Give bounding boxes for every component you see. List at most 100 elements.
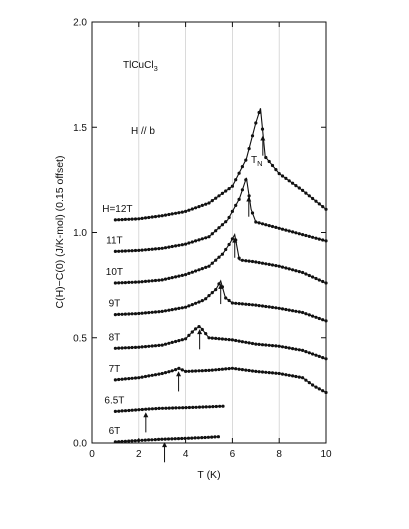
- data-point: [123, 217, 127, 221]
- transition-arrowhead: [197, 329, 203, 335]
- data-point: [153, 344, 158, 348]
- data-point: [150, 310, 154, 314]
- data-point: [150, 247, 154, 251]
- series-7t: 7T: [109, 364, 328, 395]
- data-point: [207, 201, 211, 205]
- data-point: [267, 371, 271, 375]
- data-point: [244, 259, 248, 263]
- data-point: [287, 267, 291, 271]
- transition-arrowhead: [246, 196, 252, 202]
- data-point: [217, 337, 221, 341]
- data-point: [204, 265, 208, 269]
- series-9t: 9T: [109, 279, 328, 323]
- data-point: [157, 310, 161, 314]
- data-point: [206, 435, 210, 439]
- data-point: [270, 224, 275, 229]
- data-point: [137, 217, 141, 221]
- data-point: [167, 212, 171, 217]
- data-point: [307, 381, 311, 385]
- data-point: [234, 367, 238, 371]
- data-point: [224, 189, 228, 193]
- data-point: [250, 303, 255, 307]
- data-point: [317, 354, 321, 358]
- data-point: [194, 239, 198, 243]
- data-point: [291, 181, 295, 185]
- data-point: [113, 313, 117, 317]
- y-tick-label: 2.0: [73, 18, 87, 29]
- transition-arrowhead: [176, 371, 182, 377]
- data-point: [117, 281, 121, 285]
- data-point: [160, 371, 164, 376]
- data-point: [150, 215, 154, 219]
- data-point: [217, 282, 221, 286]
- data-point: [200, 203, 204, 207]
- data-point: [220, 223, 224, 227]
- data-point: [214, 288, 218, 292]
- data-point: [230, 301, 234, 305]
- data-point: [287, 179, 291, 183]
- data-point: [307, 273, 311, 278]
- data-point: [120, 281, 124, 285]
- data-point: [190, 303, 194, 307]
- data-point: [297, 186, 301, 190]
- data-point: [217, 226, 221, 230]
- data-point: [200, 327, 204, 332]
- data-point: [184, 209, 188, 213]
- data-point: [297, 232, 301, 236]
- data-point: [274, 225, 278, 229]
- data-point: [214, 258, 218, 262]
- data-point: [287, 346, 291, 350]
- data-point: [210, 261, 214, 265]
- data-point: [247, 341, 251, 345]
- data-point: [321, 279, 325, 284]
- data-point: [277, 264, 281, 268]
- compound-label: TlCuCl3: [123, 60, 158, 73]
- data-point: [227, 215, 231, 220]
- data-point: [143, 311, 148, 315]
- data-point: [187, 304, 191, 308]
- data-point: [321, 318, 325, 322]
- series-label: 10T: [106, 267, 123, 278]
- data-point: [147, 344, 151, 348]
- data-point: [210, 291, 214, 295]
- data-point: [153, 310, 158, 314]
- data-point: [137, 345, 141, 349]
- data-point: [204, 297, 208, 301]
- data-point: [190, 436, 194, 440]
- data-point: [227, 242, 231, 247]
- data-point: [133, 280, 138, 284]
- data-point: [230, 237, 234, 241]
- data-point: [174, 244, 178, 248]
- data-point: [186, 436, 191, 440]
- data-point: [200, 369, 204, 373]
- data-point: [291, 268, 295, 272]
- data-point: [304, 312, 308, 316]
- data-point: [237, 302, 241, 306]
- data-point: [143, 248, 148, 252]
- data-point: [137, 311, 141, 316]
- data-point: [147, 407, 151, 411]
- data-point: [160, 246, 164, 250]
- data-point: [140, 438, 144, 442]
- data-point: [274, 371, 278, 375]
- data-point: [321, 356, 325, 360]
- data-point: [274, 264, 278, 268]
- data-point: [153, 215, 158, 219]
- data-point: [260, 343, 265, 347]
- data-point: [277, 344, 281, 348]
- data-point: [207, 235, 211, 239]
- data-point: [204, 236, 208, 240]
- data-point: [280, 265, 285, 269]
- data-point: [244, 178, 248, 182]
- data-point: [180, 243, 184, 247]
- data-point: [244, 302, 248, 306]
- data-point: [113, 218, 117, 222]
- data-point: [176, 437, 181, 441]
- data-point: [270, 163, 275, 168]
- data-point: [147, 438, 151, 442]
- data-point: [123, 439, 127, 443]
- data-point: [137, 280, 141, 284]
- data-point: [237, 197, 241, 201]
- data-point: [194, 269, 198, 273]
- data-point: [284, 228, 288, 232]
